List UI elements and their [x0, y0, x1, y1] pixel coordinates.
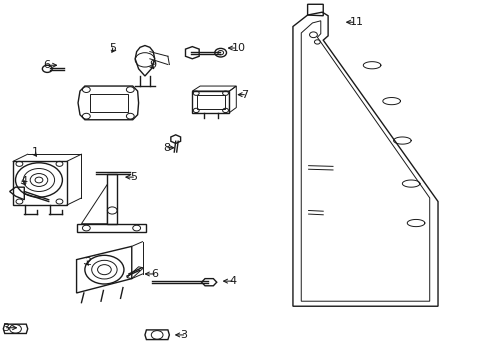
Text: 2: 2 — [84, 257, 91, 267]
Text: 6: 6 — [151, 269, 158, 279]
Text: 9: 9 — [149, 59, 156, 69]
Text: 8: 8 — [164, 143, 171, 153]
Text: 4: 4 — [21, 176, 28, 186]
Text: 10: 10 — [231, 43, 245, 53]
Text: 7: 7 — [241, 90, 248, 100]
Text: 3: 3 — [181, 330, 188, 340]
Text: 5: 5 — [109, 43, 116, 53]
Text: 4: 4 — [229, 276, 237, 286]
Text: 11: 11 — [350, 17, 364, 27]
Text: 1: 1 — [32, 147, 39, 157]
Text: 6: 6 — [44, 60, 50, 70]
Text: 3: 3 — [2, 323, 10, 333]
Text: 5: 5 — [130, 172, 137, 182]
